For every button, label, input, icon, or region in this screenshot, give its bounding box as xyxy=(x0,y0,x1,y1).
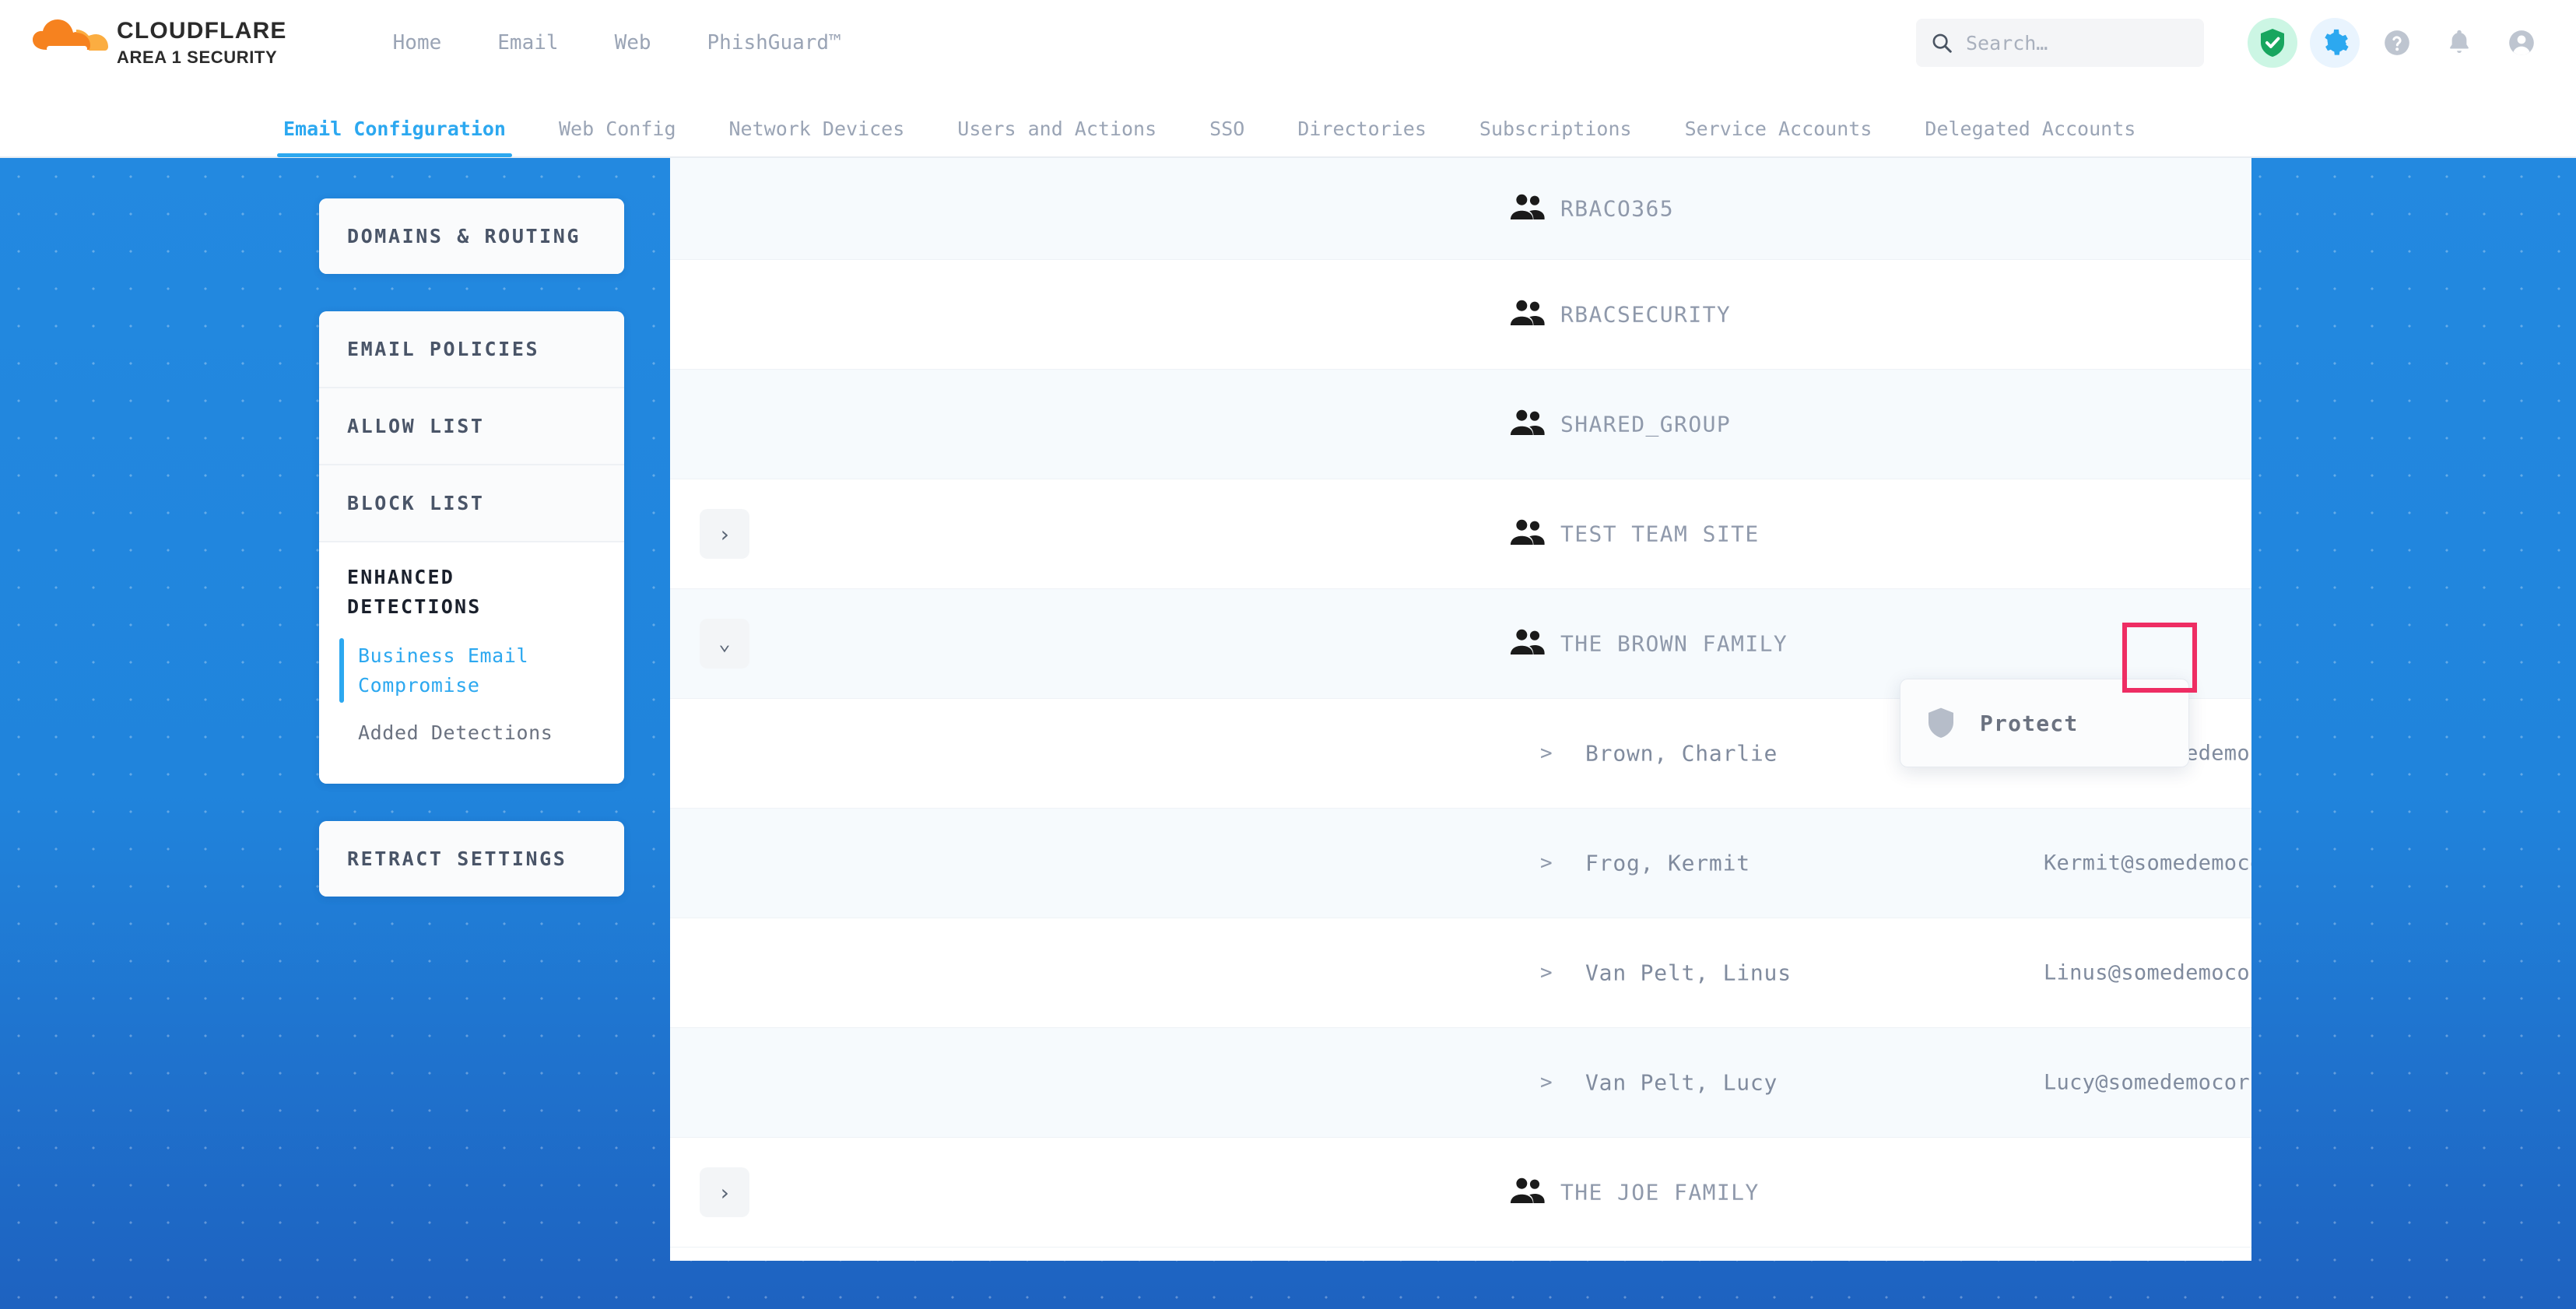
sidebar-item-domains-routing[interactable]: DOMAINS & ROUTING xyxy=(319,198,624,274)
sidebar-group-title: ENHANCED DETECTIONS xyxy=(347,566,482,618)
menu-item-protect[interactable]: Protect xyxy=(1900,689,2188,757)
tab-subscriptions[interactable]: Subscriptions xyxy=(1479,118,1632,140)
member-caret-icon[interactable]: > xyxy=(1540,961,1553,984)
expand-chevron-right-icon[interactable]: › xyxy=(700,1167,749,1217)
brand-subtitle: AREA 1 SECURITY xyxy=(117,47,278,67)
secondary-nav: Email Configuration Web Config Network D… xyxy=(0,86,2576,158)
brand-name: CLOUDFLARE xyxy=(117,18,287,44)
group-people-icon xyxy=(1510,194,1545,219)
shield-check-icon[interactable] xyxy=(2248,18,2297,68)
left-sidebar: DOMAINS & ROUTING EMAIL POLICIES ALLOW L… xyxy=(319,198,624,934)
sidebar-item-block-list[interactable]: BLOCK LIST xyxy=(319,464,624,541)
tab-network-devices[interactable]: Network Devices xyxy=(728,118,905,140)
gear-glyph xyxy=(2325,29,2349,55)
shield-check-glyph xyxy=(2261,29,2284,57)
group-people-icon xyxy=(1510,409,1545,435)
member-email: Linus@somedemocorp.com xyxy=(2044,960,2251,985)
group-name: RBACSECURITY xyxy=(1560,301,1732,328)
group-people-icon xyxy=(1510,629,1545,654)
member-caret-icon[interactable]: > xyxy=(1540,1071,1553,1094)
top-header: CLOUDFLARE AREA 1 SECURITY Home Email We… xyxy=(0,0,2576,86)
primary-nav: Home Email Web PhishGuard™ xyxy=(365,31,869,54)
sidebar-item-allow-list[interactable]: ALLOW LIST xyxy=(319,387,624,464)
list-item[interactable]: > Frog, Kermit Kermit@somedemocorp.com xyxy=(670,809,2251,918)
group-name: TEST TEAM SITE xyxy=(1560,521,1760,547)
search-input[interactable]: Search… xyxy=(1916,19,2204,67)
cloudflare-cloud-mark-icon xyxy=(33,19,108,51)
member-caret-icon[interactable]: > xyxy=(1540,742,1553,765)
table-row[interactable]: RBACSECURITY 0/0 xyxy=(670,260,2251,370)
tab-service-accounts[interactable]: Service Accounts xyxy=(1684,118,1872,140)
expand-chevron-right-icon[interactable]: › xyxy=(700,509,749,559)
brand-logo[interactable]: CLOUDFLARE AREA 1 SECURITY xyxy=(31,19,287,67)
user-avatar-icon[interactable] xyxy=(2497,18,2546,68)
gear-icon[interactable] xyxy=(2310,18,2360,68)
member-caret-icon[interactable]: > xyxy=(1540,851,1553,875)
help-circle-icon[interactable] xyxy=(2372,18,2422,68)
header-actions: Search… xyxy=(1916,0,2546,86)
sidebar-item-retract-settings[interactable]: RETRACT SETTINGS xyxy=(319,820,624,897)
member-email: Kermit@somedemocorp.com xyxy=(2044,851,2251,876)
list-item[interactable]: > Van Pelt, Lucy Lucy@somedemocorp.com xyxy=(670,1028,2251,1138)
sidebar-group-enhanced-detections: ENHANCED DETECTIONS Business Email Compr… xyxy=(319,541,624,784)
table-row[interactable]: › THE JOE FAMILY 0/5 xyxy=(670,1138,2251,1248)
help-glyph xyxy=(2385,30,2409,55)
search-icon xyxy=(1932,33,1952,53)
nav-item-email[interactable]: Email xyxy=(497,31,559,54)
bell-glyph xyxy=(2450,30,2469,54)
sidebar-card-domains-routing: DOMAINS & ROUTING xyxy=(319,198,624,274)
group-people-icon xyxy=(1510,519,1545,545)
nav-item-phishguard[interactable]: PhishGuard™ xyxy=(707,31,841,54)
tab-web-config[interactable]: Web Config xyxy=(558,118,676,140)
member-name: Van Pelt, Linus xyxy=(1585,960,1792,986)
sidebar-subitem-added-detections[interactable]: Added Detections xyxy=(358,721,553,744)
sidebar-card-retract-settings: RETRACT SETTINGS xyxy=(319,820,624,897)
menu-item-label: Protect xyxy=(1980,710,2079,736)
search-placeholder: Search… xyxy=(1966,31,2048,54)
sidebar-item-email-policies[interactable]: EMAIL POLICIES xyxy=(319,311,624,387)
group-name: SHARED_GROUP xyxy=(1560,411,1732,437)
tab-delegated-accounts[interactable]: Delegated Accounts xyxy=(1925,118,2136,140)
group-name: THE JOE FAMILY xyxy=(1560,1179,1760,1205)
member-name: Van Pelt, Lucy xyxy=(1585,1069,1778,1096)
sidebar-subitem-business-email-compromise[interactable]: Business Email Compromise xyxy=(339,632,596,709)
group-name: THE BROWN FAMILY xyxy=(1560,630,1788,657)
nav-item-web[interactable]: Web xyxy=(614,31,651,54)
table-row[interactable]: › TEST TEAM SITE 0/1 xyxy=(670,479,2251,589)
tab-email-configuration[interactable]: Email Configuration xyxy=(257,118,532,157)
group-name: RBACO365 xyxy=(1560,195,1675,222)
avatar-glyph xyxy=(2509,30,2534,55)
collapse-chevron-down-icon[interactable]: ⌄ xyxy=(700,619,749,669)
tab-directories[interactable]: Directories xyxy=(1297,118,1427,140)
member-name: Brown, Charlie xyxy=(1585,740,1778,767)
table-row[interactable]: RBACO365 0/0 xyxy=(670,158,2251,260)
bell-icon[interactable] xyxy=(2434,18,2484,68)
tab-sso[interactable]: SSO xyxy=(1209,118,1245,140)
group-people-icon xyxy=(1510,300,1545,325)
group-people-icon xyxy=(1510,1177,1545,1203)
tab-users-and-actions[interactable]: Users and Actions xyxy=(957,118,1157,140)
sidebar-card-policies: EMAIL POLICIES ALLOW LIST BLOCK LIST ENH… xyxy=(319,311,624,784)
shield-icon xyxy=(1928,707,1953,738)
member-email: Lucy@somedemocorp.com xyxy=(2044,1070,2251,1095)
nav-item-home[interactable]: Home xyxy=(392,31,442,54)
member-name: Frog, Kermit xyxy=(1585,850,1750,876)
table-row[interactable]: SHARED_GROUP 0/0 xyxy=(670,370,2251,479)
list-item[interactable]: > Van Pelt, Linus Linus@somedemocorp.com xyxy=(670,918,2251,1028)
row-context-menu: Protect xyxy=(1900,679,2189,767)
